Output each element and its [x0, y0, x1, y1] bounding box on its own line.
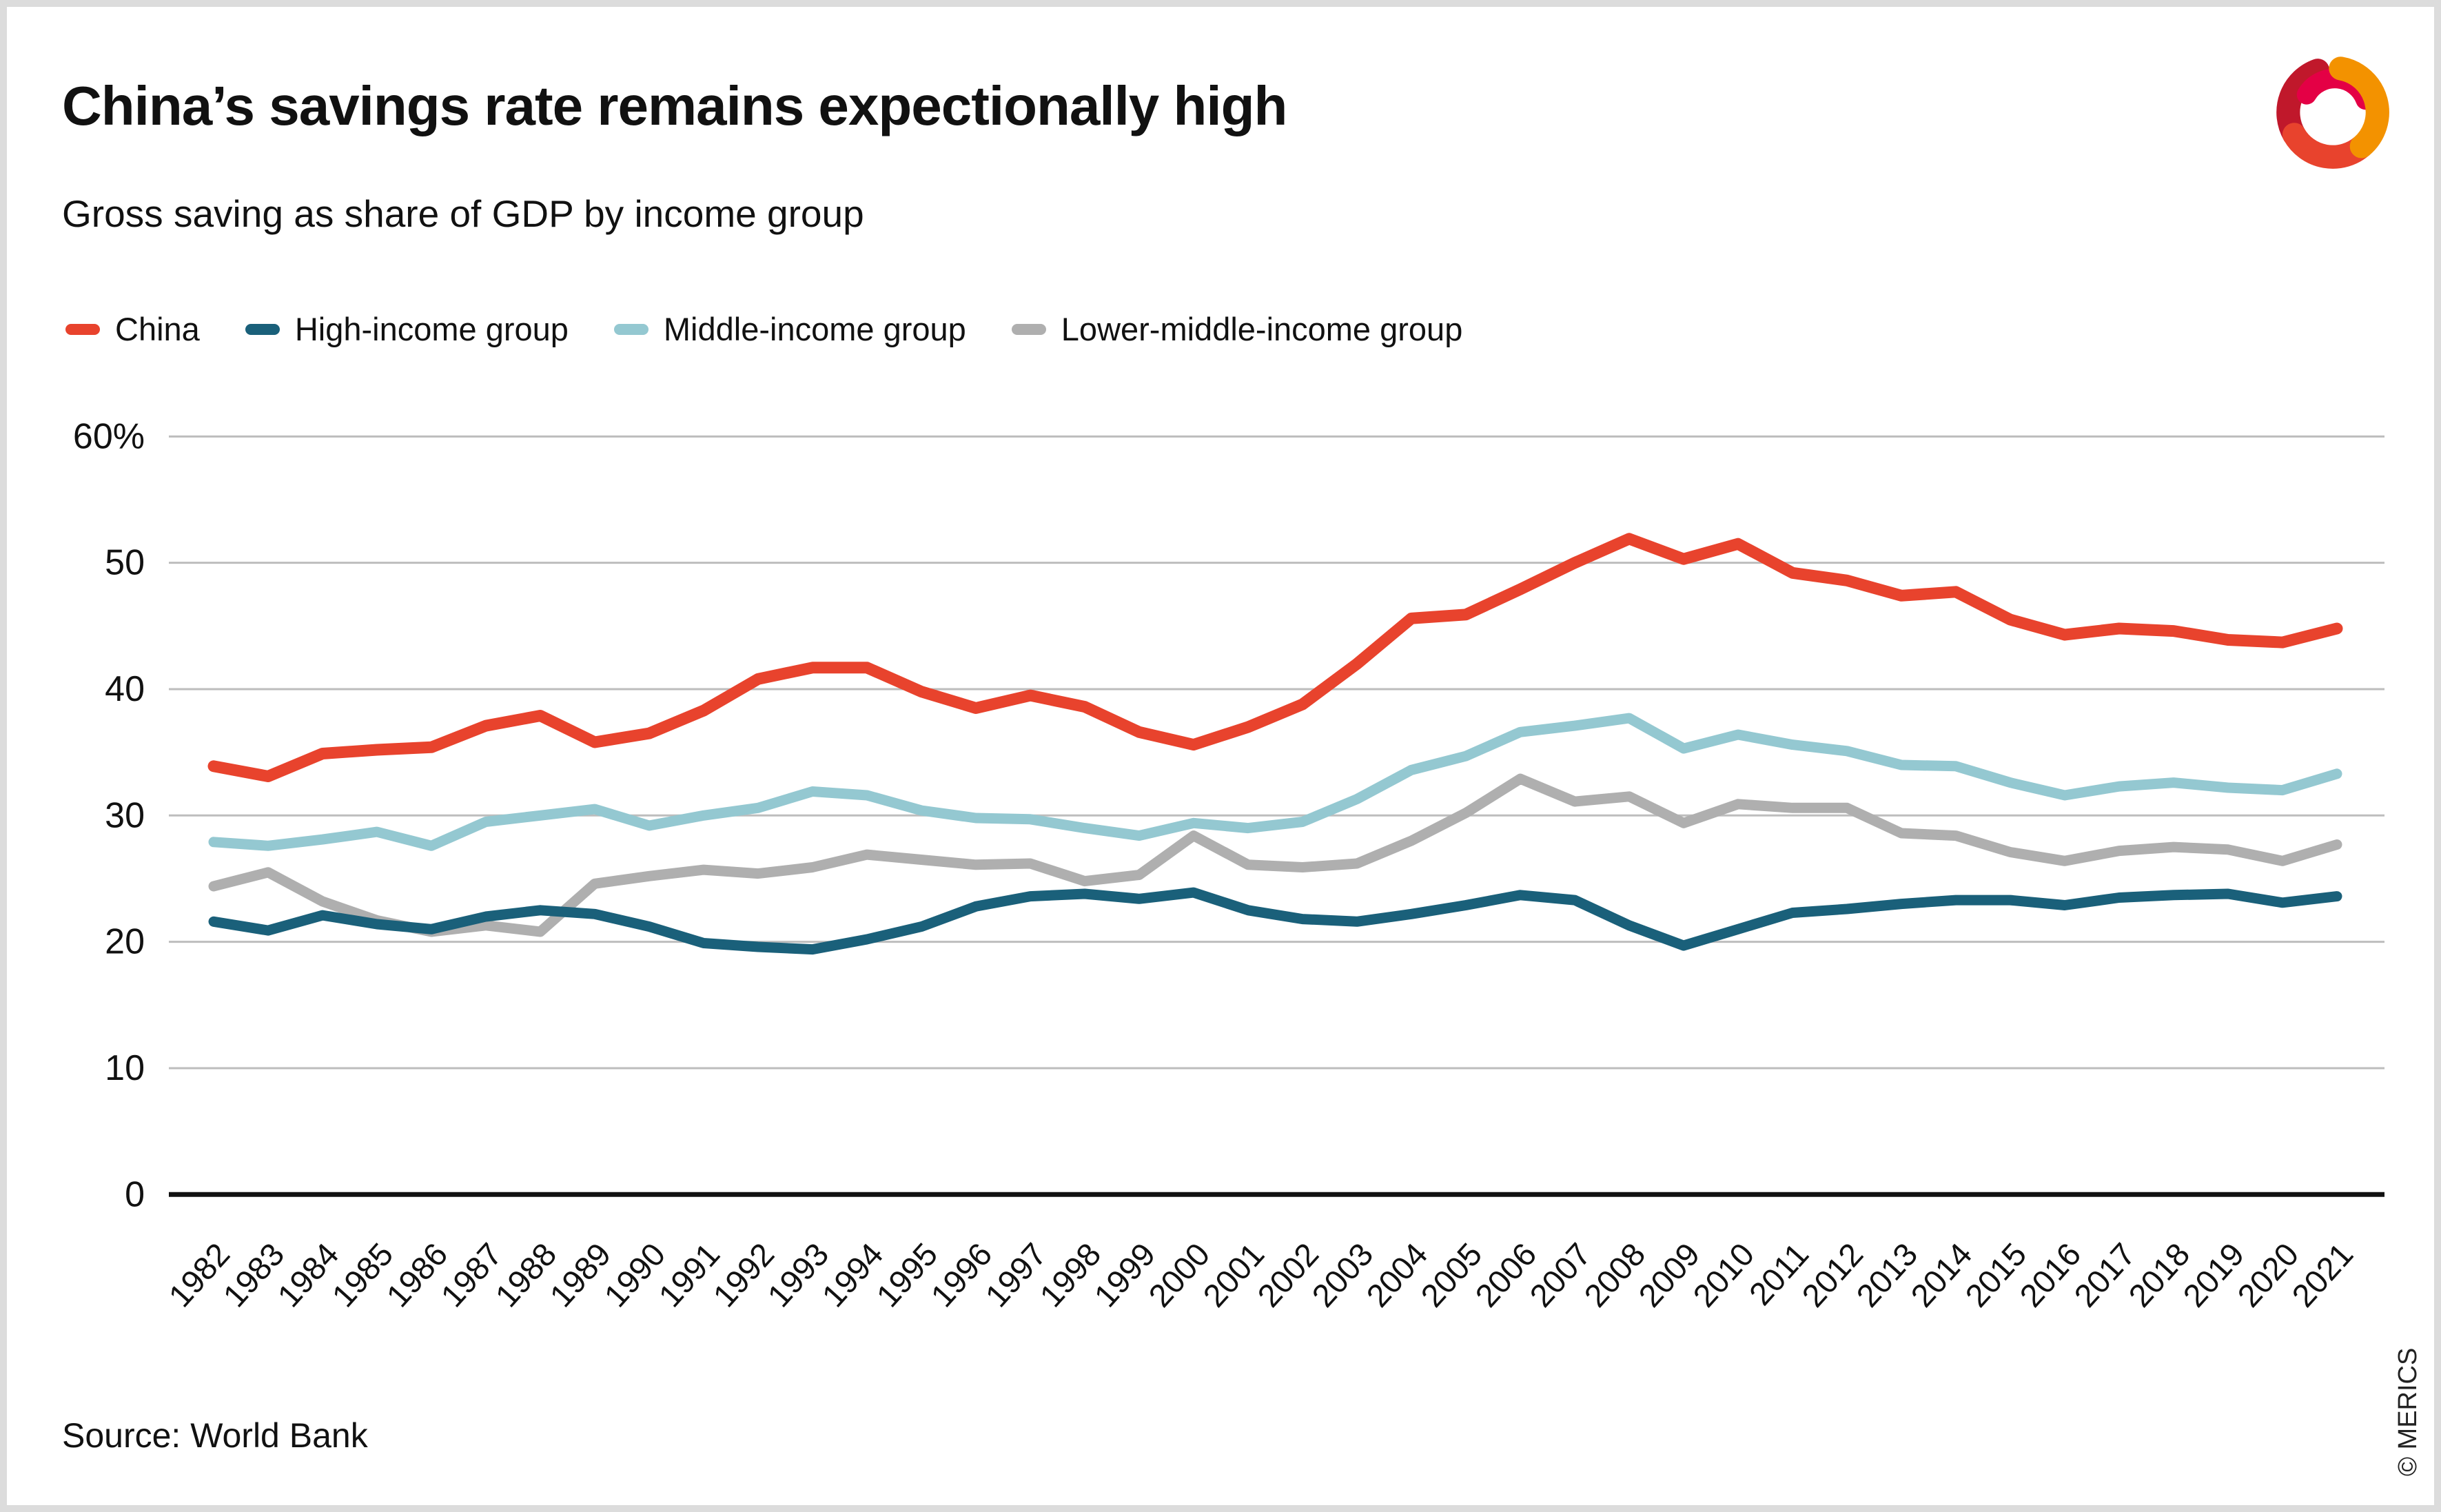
chart-card: China’s savings rate remains expectional…: [7, 7, 2434, 1505]
series-line-middle-income-group: [208, 713, 2342, 851]
x-tick-label: 2015: [1958, 1236, 2033, 1314]
legend-item-high-income: High-income group: [245, 310, 569, 348]
x-tick-label: 2000: [1141, 1236, 1216, 1314]
legend-swatch-middle-income: [613, 323, 648, 335]
source-note: Source: World Bank: [62, 1416, 368, 1455]
y-tick-label: 50: [105, 543, 145, 583]
x-tick-label: 1984: [270, 1236, 345, 1314]
x-tick-label: 2001: [1196, 1236, 1271, 1314]
y-tick-label: 40: [105, 669, 145, 709]
x-tick-label: 1992: [706, 1236, 781, 1314]
legend-swatch-high-income: [245, 323, 280, 335]
x-tick-label: 2012: [1795, 1236, 1870, 1314]
x-tick-label: 2014: [1903, 1236, 1979, 1314]
x-tick-label: 2011: [1742, 1236, 1815, 1312]
series-line-china: [207, 533, 2343, 782]
x-tick-label: 2006: [1468, 1236, 1543, 1314]
y-tick-label: 20: [105, 922, 145, 962]
legend: China High-income group Middle-income gr…: [65, 310, 1462, 348]
x-tick-label: 1991: [651, 1236, 726, 1314]
x-tick-label: 2004: [1359, 1236, 1434, 1314]
x-tick-label: 2003: [1305, 1236, 1380, 1314]
x-tick-label: 1994: [815, 1236, 890, 1314]
x-tick-label: 2018: [2121, 1236, 2196, 1314]
page-title: China’s savings rate remains expectional…: [62, 75, 1287, 136]
x-tick-label: 2021: [2285, 1236, 2360, 1314]
merics-logo-icon: [2276, 57, 2389, 169]
y-tick-label: 0: [125, 1174, 145, 1214]
x-tick-label: 2005: [1413, 1236, 1489, 1314]
x-tick-label: 2013: [1849, 1236, 1924, 1314]
x-tick-label: 2007: [1522, 1236, 1597, 1314]
x-tick-label: 1988: [488, 1236, 563, 1314]
x-tick-label: 1982: [161, 1236, 236, 1314]
x-tick-label: 2020: [2230, 1236, 2305, 1314]
x-tick-label: 1996: [923, 1236, 999, 1314]
x-tick-label: 1999: [1087, 1236, 1162, 1314]
x-tick-label: 1998: [1032, 1236, 1107, 1314]
series-line-lower-middle-income-group: [208, 773, 2342, 937]
x-tick-label: 1989: [542, 1236, 617, 1314]
x-tick-label: 1997: [978, 1236, 1053, 1314]
x-tick-label: 2008: [1577, 1236, 1652, 1314]
legend-label-china: China: [115, 311, 200, 347]
x-tick-label: 2002: [1250, 1236, 1325, 1314]
legend-item-china: China: [65, 310, 200, 348]
y-tick-label: 30: [105, 795, 145, 835]
x-tick-label: 1986: [379, 1236, 454, 1314]
x-tick-label: 1985: [325, 1236, 400, 1314]
x-tick-label: 2010: [1686, 1236, 1761, 1314]
legend-label-lower-middle-income: Lower-middle-income group: [1061, 311, 1463, 347]
series-line-high-income-group: [208, 887, 2342, 955]
x-tick-label: 1987: [433, 1236, 509, 1314]
copyright-note: © MERICS: [2393, 1347, 2422, 1476]
x-tick-label: 2016: [2012, 1236, 2087, 1314]
legend-label-middle-income: Middle-income group: [663, 311, 966, 347]
x-tick-label: 2019: [2176, 1236, 2251, 1314]
legend-item-lower-middle-income: Lower-middle-income group: [1011, 310, 1463, 348]
legend-swatch-lower-middle-income: [1011, 323, 1046, 335]
x-tick-label: 1993: [760, 1236, 835, 1314]
legend-swatch-china: [65, 323, 100, 335]
y-tick-label: 60%: [73, 416, 145, 456]
x-tick-label: 1990: [597, 1236, 672, 1314]
x-tick-label: 1983: [216, 1236, 291, 1314]
y-tick-label: 10: [105, 1048, 145, 1088]
legend-label-high-income: High-income group: [294, 311, 569, 347]
x-tick-label: 2017: [2067, 1236, 2142, 1314]
x-tick-label: 1995: [869, 1236, 944, 1314]
x-tick-label: 2009: [1631, 1236, 1706, 1314]
legend-item-middle-income: Middle-income group: [613, 310, 966, 348]
page-subtitle: Gross saving as share of GDP by income g…: [62, 192, 864, 235]
